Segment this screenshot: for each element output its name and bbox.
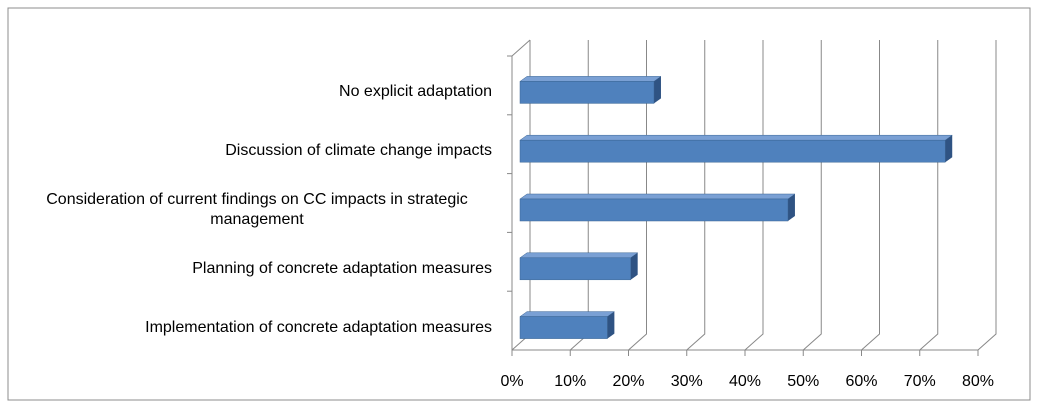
bar-top [519,311,616,317]
x-tick-label: 30% [671,373,703,390]
bar [519,139,946,163]
grid-line [919,40,939,351]
bar-side [787,194,795,221]
x-tick-label: 10% [554,373,586,390]
bar-top [519,193,796,200]
x-tick-label: 70% [904,373,936,390]
x-tick-label: 20% [612,373,644,390]
bar-side [653,76,661,104]
y-tick-label: Consideration of current findings on CC … [46,191,468,228]
grid-line [861,40,880,351]
grid-line [977,40,997,351]
y-tick-label: Implementation of concrete adaptation me… [145,318,492,336]
bar-top [519,134,954,141]
x-tick-label: 80% [962,373,994,390]
bar-top [519,76,662,82]
bar-side [630,252,638,280]
y-tick-label: Planning of concrete adaptation measures [192,259,492,277]
chart-border [7,7,1031,401]
grid-line [802,40,822,351]
x-tick-label: 40% [729,373,761,390]
y-tick-label: Discussion of climate change impacts [225,142,492,160]
bar-top [519,252,639,259]
x-tick-label: 50% [787,373,819,390]
bar [519,316,608,339]
bar [519,81,655,104]
bar [519,198,789,222]
bar [519,257,631,281]
y-tick-label: No explicit adaptation [339,83,492,101]
bar-side [607,311,615,339]
x-tick-label: 0% [500,373,523,390]
bar-side [945,135,953,163]
x-tick-label: 60% [845,373,877,390]
axis-line [511,39,531,57]
